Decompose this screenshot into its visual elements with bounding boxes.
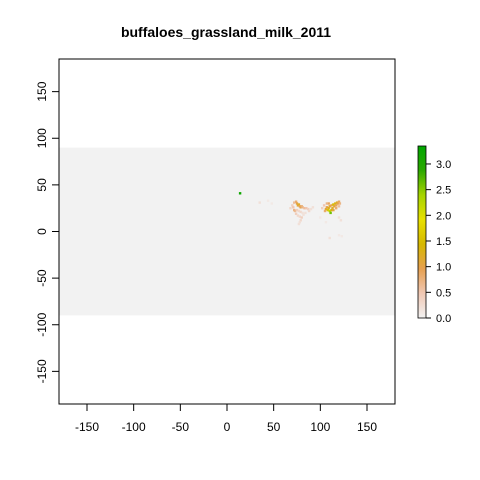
raster-cell-50 [333, 205, 336, 208]
legend-colorbar [417, 145, 427, 319]
raster-background [59, 147, 395, 316]
x-tick-label: -150 [75, 420, 99, 434]
raster-cell-23 [299, 210, 302, 214]
raster-cell-16 [305, 207, 308, 210]
raster-cell-32 [302, 213, 305, 216]
x-tick-label: 100 [310, 420, 330, 434]
raster-cell-2 [266, 199, 270, 202]
chart-title: buffaloes_grassland_milk_2011 [121, 24, 331, 40]
y-tick-label: -150 [35, 359, 49, 383]
x-tick-label: 0 [224, 420, 231, 434]
raster-cell-57 [337, 205, 341, 208]
raster-cell-45 [329, 211, 332, 215]
legend-tick-label: 0.5 [436, 287, 451, 299]
raster-cell-40 [325, 206, 329, 209]
raster-cell-4 [289, 207, 292, 210]
raster-cell-49 [332, 203, 335, 206]
y-tick-label: -50 [35, 269, 49, 287]
raster-cell-26 [296, 214, 300, 217]
y-tick-label: 50 [35, 178, 49, 192]
raster-cell-8 [295, 202, 299, 205]
raster-cell-38 [323, 209, 327, 213]
raster-cell-24 [301, 211, 304, 215]
raster-cell-20 [293, 208, 296, 212]
raster-cell-15 [303, 207, 306, 210]
plot-area [58, 58, 396, 405]
raster-cell-62 [322, 204, 326, 207]
raster-cell-21 [295, 208, 299, 212]
raster-cell-58 [335, 207, 338, 210]
raster-cell-22 [297, 209, 301, 213]
raster-cell-1 [258, 201, 261, 204]
y-axis: -150 -100 -50 0 50 100 150 [35, 81, 60, 383]
raster-cell-36 [311, 206, 315, 209]
raster-cell-61 [325, 202, 329, 205]
x-tick-label: -50 [172, 420, 190, 434]
raster-cell-42 [327, 207, 330, 210]
legend-tick-label: 2.0 [436, 210, 451, 222]
raster-cell-59 [332, 208, 335, 212]
raster-cell-68 [337, 234, 341, 237]
legend-tick-label: 1.5 [436, 236, 451, 248]
raster-cell-46 [330, 208, 333, 212]
raster-cell-17 [307, 207, 310, 211]
legend-ticks: 0.0 0.5 1.0 1.5 2.0 2.5 3.0 [426, 159, 451, 325]
raster-cell-33 [304, 211, 307, 215]
raster-cell-48 [331, 207, 334, 210]
raster-cell-51 [334, 202, 337, 205]
raster-cell-29 [299, 219, 302, 222]
raster-cell-41 [326, 208, 329, 212]
raster-cell-43 [328, 209, 331, 213]
raster-cell-18 [307, 209, 311, 213]
y-tick-label: 100 [35, 128, 49, 148]
raster-cell-34 [292, 206, 295, 209]
x-axis: -150 -100 -50 0 50 100 150 [75, 403, 377, 434]
legend-tick-label: 2.5 [436, 185, 451, 197]
raster-cell-64 [337, 216, 341, 219]
raster-cell-47 [330, 204, 333, 207]
legend-tick-label: 1.0 [436, 262, 451, 274]
raster-cell-6 [293, 201, 296, 204]
raster-cell-31 [297, 222, 301, 226]
raster-cell-3 [270, 202, 273, 205]
x-tick-label: 50 [267, 420, 281, 434]
raster-cell-54 [336, 202, 340, 205]
raster-cell-5 [291, 204, 294, 207]
raster-cell-14 [301, 206, 304, 209]
raster-cell-44 [328, 205, 331, 208]
y-tick-label: -100 [35, 312, 49, 336]
y-tick-label: 150 [35, 81, 49, 101]
x-tick-label: -100 [122, 420, 146, 434]
raster-cell-55 [337, 200, 341, 203]
raster-cell-63 [321, 207, 324, 210]
raster-cell-65 [339, 219, 343, 222]
raster-cell-30 [298, 221, 301, 224]
raster-cells [238, 192, 343, 240]
raster-cell-39 [324, 207, 328, 211]
raster-cell-37 [319, 216, 322, 219]
raster-cell-60 [327, 202, 330, 205]
raster-cell-52 [335, 204, 338, 207]
legend-tick-label: 3.0 [436, 159, 451, 171]
raster-cell-28 [300, 216, 303, 219]
color-legend: 0.0 0.5 1.0 1.5 2.0 2.5 3.0 [417, 145, 451, 325]
raster-cell-66 [324, 221, 328, 224]
y-tick-label: 0 [35, 228, 49, 235]
raster-cell-0 [238, 192, 242, 195]
raster-cell-25 [294, 212, 298, 215]
raster-cell-7 [294, 200, 298, 203]
raster-cell-10 [297, 203, 301, 206]
raster-cell-56 [338, 202, 342, 205]
x-tick-label: 150 [357, 420, 377, 434]
legend-tick-label: 0.0 [436, 313, 451, 325]
raster-cell-67 [328, 236, 331, 240]
raster-cell-35 [309, 207, 313, 211]
raster-cell-27 [298, 215, 301, 218]
raster-cell-69 [340, 235, 343, 238]
